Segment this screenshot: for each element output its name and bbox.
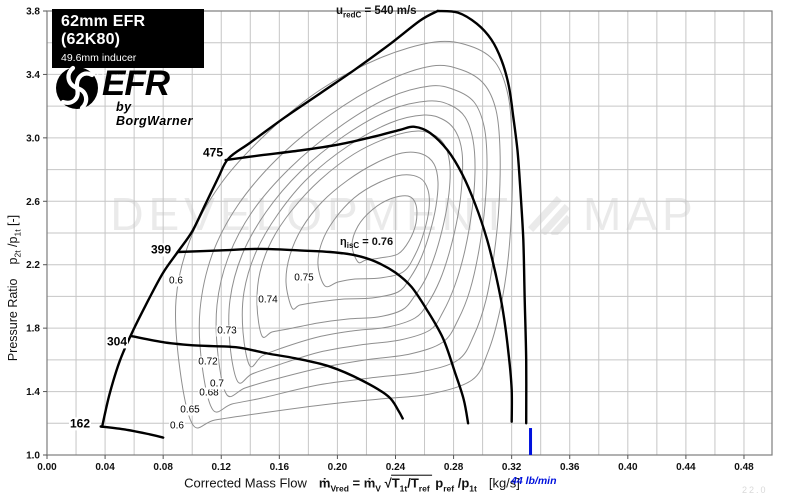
x-tick-label: 0.44 — [676, 462, 696, 473]
y-tick-label: 2.2 — [26, 260, 40, 271]
y-tick-label: 1.0 — [26, 451, 40, 462]
efficiency-contour-0.6 — [174, 40, 514, 429]
x-tick-label: 0.12 — [212, 462, 232, 473]
speed-162 — [99, 425, 165, 439]
x-tick-label: 0.40 — [618, 462, 638, 473]
y-tick-label: 3.8 — [26, 7, 40, 18]
efficiency-contour-0.72 — [241, 114, 464, 368]
x-tick-label: 0.00 — [37, 462, 57, 473]
x-tick-label: 0.32 — [502, 462, 522, 473]
efficiency-contour-0.68 — [215, 85, 488, 398]
development-watermark: DEVELOPMENT MAP — [104, 186, 704, 242]
surge-line — [101, 9, 439, 428]
x-tick-label: 0.24 — [386, 462, 406, 473]
x-tick-label: 0.36 — [560, 462, 580, 473]
speed-304 — [130, 334, 404, 420]
efficiency-contour-0.74 — [285, 151, 439, 310]
x-tick-label: 0.16 — [270, 462, 290, 473]
efficiency-contour-0.75 — [317, 174, 430, 288]
speed-475 — [224, 125, 514, 423]
x-tick-label: 0.28 — [444, 462, 464, 473]
efficiency-contour-0.73 — [256, 130, 451, 338]
x-tick-label: 0.04 — [95, 462, 115, 473]
efficiency-contour-0.65 — [198, 64, 501, 413]
y-tick-label: 1.4 — [26, 387, 40, 398]
y-tick-label: 1.8 — [26, 324, 40, 335]
borgwarner-watermark-icon — [528, 196, 569, 235]
x-tick-label: 0.20 — [328, 462, 348, 473]
y-tick-label: 3.0 — [26, 133, 40, 144]
efficiency-contour-0.76 — [351, 195, 418, 264]
watermark-word-2: MAP — [582, 188, 698, 240]
x-tick-label: 0.08 — [153, 462, 173, 473]
plot-border — [46, 10, 773, 456]
y-tick-label: 3.4 — [26, 70, 40, 81]
x-tick-label: 0.48 — [734, 462, 754, 473]
efficiency-contour-0.7 — [228, 100, 476, 384]
speed-540 — [436, 9, 528, 425]
speed-399 — [176, 247, 470, 425]
y-tick-label: 2.6 — [26, 197, 40, 208]
